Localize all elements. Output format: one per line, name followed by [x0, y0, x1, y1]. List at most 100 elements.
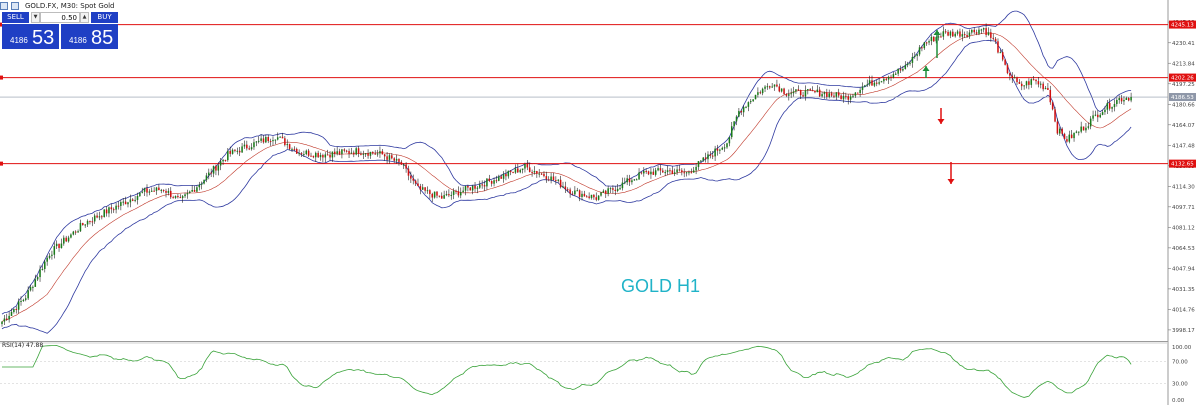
- candle-body: [493, 180, 495, 184]
- candle-body: [265, 137, 267, 143]
- candle-body: [845, 95, 847, 97]
- candle-body: [177, 196, 179, 198]
- candle-body: [374, 153, 376, 155]
- candle-body: [219, 161, 222, 166]
- candle-body: [165, 190, 167, 193]
- level-marker: [0, 75, 3, 80]
- candle-body: [990, 32, 992, 38]
- candle-body: [381, 151, 384, 155]
- candle-body: [400, 161, 403, 165]
- candle-body: [616, 188, 619, 191]
- candle-body: [1118, 98, 1120, 100]
- candle-body: [1011, 75, 1014, 79]
- candle-body: [918, 47, 921, 55]
- candle-body: [122, 201, 125, 203]
- candle-body: [93, 215, 96, 222]
- candle-body: [1051, 102, 1054, 110]
- candle-body: [13, 309, 15, 312]
- candle-body: [994, 38, 997, 42]
- candle-body: [954, 33, 956, 37]
- candle-body: [588, 196, 590, 198]
- candle-body: [431, 193, 434, 198]
- candle-body: [940, 36, 942, 38]
- price-marker-label: 4186.53: [1171, 95, 1194, 101]
- candle-body: [405, 164, 407, 169]
- candle-body: [640, 172, 643, 174]
- candle-body: [897, 68, 899, 74]
- candle-body: [1127, 97, 1130, 101]
- candle-body: [1004, 59, 1006, 65]
- candle-body: [1068, 134, 1071, 142]
- candle-body: [279, 136, 281, 138]
- candle-body: [459, 192, 462, 196]
- candle-body: [574, 190, 576, 195]
- candle-body: [759, 92, 762, 94]
- price-tick-label: 4114.30: [1172, 184, 1195, 190]
- candle-body: [286, 144, 289, 146]
- candle-body: [761, 88, 764, 94]
- candle-body: [683, 172, 685, 174]
- candle-body: [757, 92, 759, 95]
- candle-body: [902, 68, 904, 71]
- candle-body: [1044, 87, 1047, 90]
- candle-body: [502, 174, 505, 179]
- price-marker: [1169, 20, 1196, 29]
- candle-body: [999, 52, 1002, 54]
- candle-body: [742, 106, 745, 113]
- candle-body: [231, 149, 234, 154]
- candle-body: [875, 82, 878, 84]
- candle-body: [203, 180, 205, 184]
- buy-price-quote[interactable]: 4186 85: [61, 24, 118, 49]
- candle-body: [652, 171, 655, 175]
- candle-body: [98, 216, 101, 218]
- candle-body: [481, 184, 483, 186]
- candle-body: [771, 86, 773, 88]
- candle-body: [27, 290, 29, 299]
- candle-body: [455, 190, 457, 192]
- candle-body: [790, 93, 792, 95]
- candle-body: [272, 139, 274, 142]
- candle-body: [521, 168, 524, 171]
- candle-body: [464, 185, 467, 191]
- candle-body: [740, 110, 743, 113]
- candle-body: [804, 90, 807, 97]
- candle-body: [250, 147, 253, 150]
- candle-body: [1092, 115, 1094, 119]
- candle-body: [593, 194, 595, 198]
- sell-button[interactable]: SELL: [2, 12, 29, 23]
- candle-body: [53, 246, 56, 255]
- candle-body: [338, 151, 341, 155]
- candle-body: [952, 31, 954, 37]
- candle-body: [673, 172, 676, 175]
- candle-body: [498, 176, 500, 181]
- candle-body: [514, 168, 517, 173]
- candle-body: [571, 193, 574, 195]
- candle-body: [10, 311, 13, 316]
- candle-body: [139, 192, 141, 196]
- candle-body: [1006, 64, 1009, 74]
- candle-body: [709, 154, 712, 156]
- candle-body: [191, 189, 193, 192]
- candle-body: [1116, 99, 1118, 105]
- candle-body: [704, 157, 707, 160]
- price-tick-label: 4197.25: [1172, 82, 1195, 88]
- candle-body: [295, 148, 298, 154]
- candle-body: [246, 144, 248, 149]
- candle-body: [360, 153, 362, 155]
- candle-body: [809, 89, 811, 91]
- lot-decrease-icon[interactable]: ▼: [31, 12, 40, 23]
- candle-body: [531, 171, 533, 173]
- candle-body: [500, 176, 502, 179]
- candle-body: [678, 169, 681, 171]
- lot-size-input[interactable]: [40, 12, 80, 23]
- sell-price-quote[interactable]: 4186 53: [2, 24, 59, 49]
- candle-body: [785, 94, 788, 96]
- candle-body: [288, 144, 291, 149]
- candle-body: [63, 237, 65, 244]
- candle-body: [60, 243, 63, 249]
- lot-increase-icon[interactable]: ▲: [80, 12, 89, 23]
- price-marker: [1169, 73, 1196, 82]
- candle-body: [89, 220, 91, 222]
- buy-button[interactable]: BUY: [91, 12, 118, 23]
